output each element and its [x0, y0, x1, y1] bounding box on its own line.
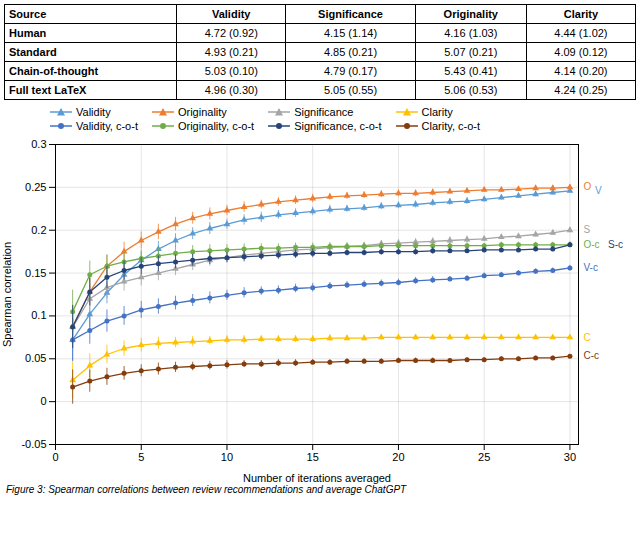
html-text:Clarity: Clarity — [421, 106, 453, 118]
html-text:4.96 (0.30): 4.96 (0.30) — [204, 84, 258, 96]
html-text:Validity: Validity — [76, 106, 111, 118]
html-text:Validity, c-o-t: Validity, c-o-t — [76, 120, 138, 132]
html-text:4.72 (0.92): 4.72 (0.92) — [204, 27, 258, 39]
html-text:4.44 (1.02): 4.44 (1.02) — [554, 27, 608, 39]
svg-text:V: V — [595, 185, 602, 196]
svg-text:20: 20 — [392, 451, 404, 463]
html-text:4.85 (0.21): 4.85 (0.21) — [323, 46, 378, 58]
html-text:4.24 (0.25): 4.24 (0.25) — [554, 84, 608, 96]
html-text:4.09 (0.12): 4.09 (0.12) — [554, 46, 608, 58]
svg-text:0.05: 0.05 — [25, 352, 46, 364]
html-text:4.79 (0.17): 4.79 (0.17) — [323, 65, 378, 77]
svg-text:0.15: 0.15 — [25, 267, 46, 279]
svg-text:25: 25 — [478, 451, 490, 463]
html-text:Figure 3: Spearman correlation: Figure 3: Spearman correlations between … — [6, 484, 407, 495]
svg-text:C-c: C-c — [584, 350, 600, 361]
svg-text:Spearman correlation: Spearman correlation — [1, 242, 13, 347]
svg-text:O: O — [584, 181, 592, 192]
html-text:Standard: Standard — [9, 46, 57, 58]
svg-text:-0.05: -0.05 — [21, 438, 46, 450]
html-text:5.03 (0.10): 5.03 (0.10) — [204, 65, 258, 77]
html-text:4.16 (1.03): 4.16 (1.03) — [444, 27, 498, 39]
html-text:Clarity: Clarity — [563, 8, 599, 20]
svg-text:15: 15 — [307, 451, 319, 463]
html-text:Source: Source — [9, 8, 47, 20]
html-text:5.43 (0.41): 5.43 (0.41) — [444, 65, 498, 77]
html-text:Originality, c-o-t: Originality, c-o-t — [178, 120, 255, 132]
svg-text:0.25: 0.25 — [25, 181, 46, 193]
html-text:Chain-of-thought: Chain-of-thought — [9, 65, 99, 77]
html-text:4.14 (0.20): 4.14 (0.20) — [554, 65, 608, 77]
html-text:5.05 (0.55): 5.05 (0.55) — [323, 84, 378, 96]
svg-text:5: 5 — [138, 451, 144, 463]
svg-text:S-c: S-c — [608, 239, 623, 250]
svg-text:0: 0 — [52, 451, 58, 463]
svg-text:Number of iterations averaged: Number of iterations averaged — [243, 472, 391, 484]
svg-text:10: 10 — [221, 451, 233, 463]
html-text:5.06 (0.53): 5.06 (0.53) — [444, 84, 498, 96]
svg-text:V-c: V-c — [584, 262, 598, 273]
svg-text:O-c: O-c — [584, 239, 600, 250]
html-text:Validity: Validity — [212, 8, 251, 20]
html-text:Significance: Significance — [294, 106, 354, 118]
svg-text:S: S — [584, 224, 591, 235]
html-text:4.15 (1.14): 4.15 (1.14) — [323, 27, 378, 39]
svg-text:0.3: 0.3 — [31, 138, 46, 150]
svg-text:0.2: 0.2 — [31, 224, 46, 236]
svg-text:30: 30 — [564, 451, 576, 463]
svg-text:0: 0 — [40, 395, 46, 407]
html-text:4.93 (0.21): 4.93 (0.21) — [204, 46, 258, 58]
html-text:Significance, c-o-t: Significance, c-o-t — [294, 120, 382, 132]
html-text:Originality: Originality — [178, 106, 227, 118]
svg-text:0.1: 0.1 — [31, 309, 46, 321]
html-text:Clarity, c-o-t: Clarity, c-o-t — [421, 120, 481, 132]
html-text:Significance: Significance — [318, 8, 383, 20]
html-text:Originality: Originality — [443, 8, 498, 20]
html-text:Full text LaTeX: Full text LaTeX — [9, 84, 87, 96]
html-text:5.07 (0.21): 5.07 (0.21) — [444, 46, 498, 58]
svg-text:C: C — [584, 332, 591, 343]
html-text:Human: Human — [9, 27, 47, 39]
